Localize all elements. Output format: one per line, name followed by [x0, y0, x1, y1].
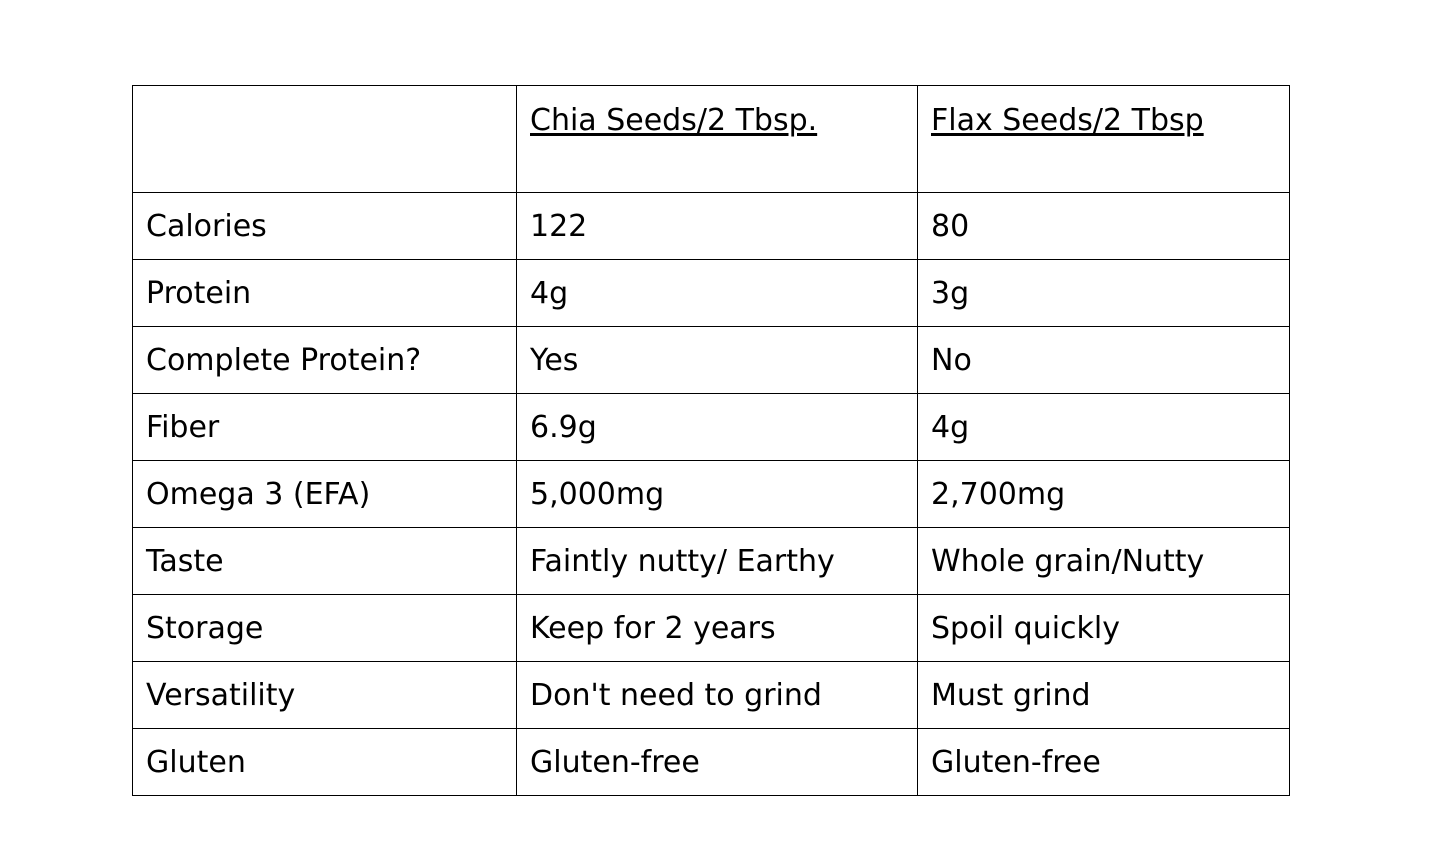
- chia-value: Keep for 2 years: [516, 594, 918, 662]
- table-row: Gluten Gluten-free Gluten-free: [132, 728, 1290, 796]
- row-label: Calories: [132, 192, 517, 260]
- header-cell-empty: [132, 85, 517, 193]
- table-row: Fiber 6.9g 4g: [132, 393, 1290, 461]
- chia-value: 4g: [516, 259, 918, 327]
- chia-value: Yes: [516, 326, 918, 394]
- table-row: Complete Protein? Yes No: [132, 326, 1290, 394]
- table-row: Versatility Don't need to grind Must gri…: [132, 661, 1290, 729]
- table-row: Omega 3 (EFA) 5,000mg 2,700mg: [132, 460, 1290, 528]
- flax-value: 2,700mg: [917, 460, 1290, 528]
- table-row: Calories 122 80: [132, 192, 1290, 260]
- header-row: Chia Seeds/2 Tbsp. Flax Seeds/2 Tbsp: [132, 85, 1290, 193]
- flax-value: Gluten-free: [917, 728, 1290, 796]
- chia-value: 122: [516, 192, 918, 260]
- chia-value: Don't need to grind: [516, 661, 918, 729]
- table-row: Protein 4g 3g: [132, 259, 1290, 327]
- table-row: Taste Faintly nutty/ Earthy Whole grain/…: [132, 527, 1290, 595]
- header-cell-chia: Chia Seeds/2 Tbsp.: [516, 85, 918, 193]
- row-label: Omega 3 (EFA): [132, 460, 517, 528]
- row-label: Fiber: [132, 393, 517, 461]
- chia-value: Gluten-free: [516, 728, 918, 796]
- row-label: Gluten: [132, 728, 517, 796]
- row-label: Taste: [132, 527, 517, 595]
- row-label: Protein: [132, 259, 517, 327]
- flax-value: 3g: [917, 259, 1290, 327]
- header-cell-flax: Flax Seeds/2 Tbsp: [917, 85, 1290, 193]
- flax-value: 4g: [917, 393, 1290, 461]
- chia-value: 5,000mg: [516, 460, 918, 528]
- flax-value: 80: [917, 192, 1290, 260]
- table-row: Storage Keep for 2 years Spoil quickly: [132, 594, 1290, 662]
- comparison-table: Chia Seeds/2 Tbsp. Flax Seeds/2 Tbsp Cal…: [132, 85, 1290, 796]
- chia-value: Faintly nutty/ Earthy: [516, 527, 918, 595]
- chia-value: 6.9g: [516, 393, 918, 461]
- row-label: Complete Protein?: [132, 326, 517, 394]
- flax-value: Whole grain/Nutty: [917, 527, 1290, 595]
- flax-value: No: [917, 326, 1290, 394]
- flax-value: Spoil quickly: [917, 594, 1290, 662]
- row-label: Storage: [132, 594, 517, 662]
- row-label: Versatility: [132, 661, 517, 729]
- flax-value: Must grind: [917, 661, 1290, 729]
